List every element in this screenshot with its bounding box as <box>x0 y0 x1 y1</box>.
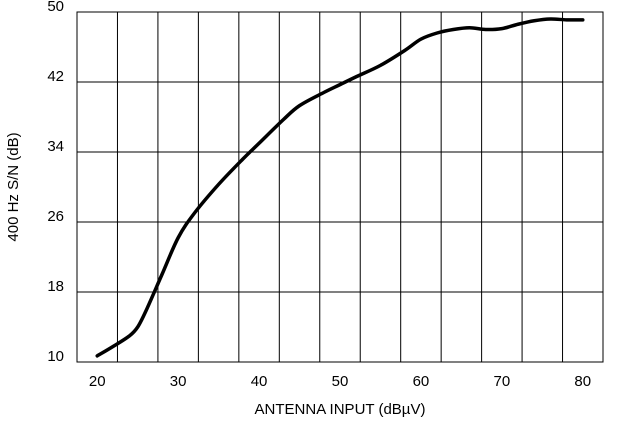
x-tick-label: 80 <box>574 373 591 390</box>
x-tick-label: 30 <box>170 373 187 390</box>
y-tick-label: 26 <box>47 208 64 225</box>
y-tick-label: 10 <box>47 348 64 365</box>
x-tick-label: 50 <box>332 373 349 390</box>
y-axis-label: 400 Hz S/N (dB) <box>5 132 22 241</box>
series-line <box>95 17 585 358</box>
x-tick-label: 70 <box>494 373 511 390</box>
grid <box>76 11 604 363</box>
y-tick-label: 42 <box>47 68 64 85</box>
y-tick-label: 18 <box>47 278 64 295</box>
x-tick-label: 60 <box>413 373 430 390</box>
x-tick-label: 20 <box>89 373 106 390</box>
y-tick-label: 34 <box>47 138 64 155</box>
x-tick-label: 40 <box>251 373 268 390</box>
y-tick-label: 50 <box>47 0 64 15</box>
x-axis-label: ANTENNA INPUT (dBµV) <box>255 401 426 418</box>
x-tick-labels: 20 30 40 50 60 70 80 <box>89 373 591 390</box>
plot-frame <box>76 11 604 363</box>
y-tick-labels: 10 18 26 34 42 50 <box>47 0 64 365</box>
